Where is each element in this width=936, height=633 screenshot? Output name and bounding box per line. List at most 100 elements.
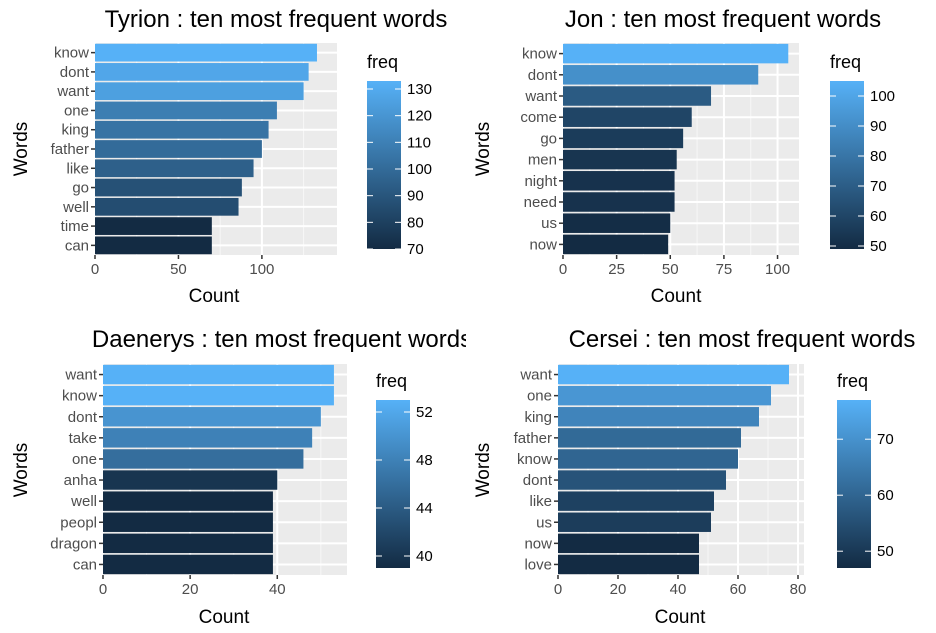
bar-dragon — [103, 533, 273, 554]
y-axis-label: Words — [473, 443, 494, 498]
chart-svg-tyrion: Tyrion : ten most frequent words know dont… — [11, 6, 448, 307]
bar-men — [563, 149, 677, 170]
x-tick-label: 25 — [608, 261, 625, 278]
y-axis-label: Words — [11, 122, 32, 177]
bar-can — [103, 554, 273, 575]
bar-want — [563, 86, 712, 106]
category-label-can: can — [73, 556, 97, 573]
legend-colorbar — [830, 81, 864, 249]
legend-tick-label: 100 — [407, 161, 432, 178]
x-axis-label: Count — [189, 286, 240, 307]
category-label-father: father — [51, 141, 89, 158]
x-tick-label: 0 — [559, 261, 567, 278]
chart-panel-jon: Jon : ten most frequent words know dont wan… — [468, 0, 936, 316]
bar-go — [95, 178, 242, 197]
bar-can — [95, 236, 212, 255]
bar-dont — [558, 470, 726, 490]
category-label-peopl: peopl — [60, 514, 97, 531]
bar-love — [558, 554, 699, 575]
category-label-come: come — [520, 109, 557, 126]
category-label-want: want — [56, 83, 90, 100]
chart-title: Tyrion : ten most frequent words — [105, 6, 448, 33]
bar-like — [558, 491, 714, 511]
bar-dont — [103, 407, 321, 427]
legend-tick-label: 60 — [877, 487, 894, 504]
y-axis-label: Words — [473, 122, 494, 177]
bar-know — [103, 385, 334, 406]
category-label-want: want — [519, 367, 553, 384]
legend-title: freq — [367, 52, 398, 72]
legend-title: freq — [376, 371, 407, 391]
bar-one — [558, 385, 771, 406]
category-label-king: king — [61, 122, 89, 139]
category-label-want: want — [524, 88, 558, 105]
legend-tick-label: 50 — [870, 238, 887, 255]
x-tick-label: 50 — [170, 261, 187, 278]
legend-colorbar — [376, 400, 410, 568]
legend-tick-label: 52 — [416, 404, 433, 421]
legend-tick-label: 100 — [870, 88, 895, 105]
legend-tick-label: 50 — [877, 543, 894, 560]
chart-title: Jon : ten most frequent words — [565, 6, 881, 33]
legend-title: freq — [837, 371, 868, 391]
bar-want — [558, 364, 789, 385]
chart-svg-cersei: Cersei : ten most frequent words want one k… — [473, 326, 916, 628]
category-label-king: king — [524, 409, 552, 426]
chart-svg-daenerys: Daenerys : ten most frequent words want kn… — [11, 326, 466, 628]
category-label-dont: dont — [68, 409, 98, 426]
category-label-us: us — [541, 215, 557, 232]
category-label-can: can — [65, 237, 89, 254]
bar-want — [103, 364, 334, 385]
category-label-us: us — [536, 514, 552, 531]
category-label-now: now — [529, 236, 557, 253]
legend-tick-label: 120 — [407, 108, 432, 125]
x-tick-label: 40 — [670, 581, 687, 598]
bar-us — [563, 213, 671, 233]
bar-night — [563, 171, 675, 191]
bar-father — [558, 428, 741, 448]
x-tick-label: 60 — [730, 581, 747, 598]
x-tick-label: 80 — [790, 581, 807, 598]
category-label-one: one — [64, 102, 89, 119]
bar-well — [95, 197, 239, 216]
chart-title: Daenerys : ten most frequent words — [92, 326, 466, 353]
x-tick-label: 0 — [554, 581, 562, 598]
x-tick-label: 100 — [765, 261, 790, 278]
legend-tick-label: 70 — [870, 178, 887, 195]
legend-tick-label: 70 — [407, 241, 424, 258]
bar-know — [558, 449, 738, 469]
bar-now — [563, 234, 669, 255]
category-label-know: know — [54, 45, 89, 62]
legend-tick-label: 90 — [870, 118, 887, 135]
x-tick-label: 100 — [249, 261, 274, 278]
chart-title: Cersei : ten most frequent words — [569, 326, 916, 353]
bar-want — [95, 82, 304, 101]
bar-like — [95, 159, 254, 178]
category-label-like: like — [529, 493, 552, 510]
category-label-one: one — [72, 451, 97, 468]
x-axis-label: Count — [651, 286, 702, 307]
legend-tick-label: 70 — [877, 431, 894, 448]
category-label-night: night — [524, 173, 557, 190]
bar-know — [563, 43, 789, 64]
legend-tick-label: 130 — [407, 81, 432, 98]
category-label-anha: anha — [64, 472, 98, 489]
category-label-one: one — [527, 388, 552, 405]
x-tick-label: 40 — [269, 581, 286, 598]
bar-know — [95, 43, 317, 62]
bar-time — [95, 217, 212, 235]
bar-one — [103, 449, 304, 469]
category-label-well: well — [62, 199, 89, 216]
bar-anha — [103, 470, 278, 490]
bar-one — [95, 101, 277, 120]
category-label-like: like — [66, 160, 89, 177]
x-tick-label: 75 — [716, 261, 733, 278]
category-label-know: know — [62, 388, 97, 405]
category-label-need: need — [524, 194, 557, 211]
x-tick-label: 20 — [182, 581, 199, 598]
category-label-dont: dont — [528, 67, 558, 84]
chart-panel-daenerys: Daenerys : ten most frequent words want kn… — [0, 318, 466, 633]
x-tick-label: 50 — [662, 261, 679, 278]
category-label-go: go — [540, 130, 557, 147]
x-tick-label: 0 — [99, 581, 107, 598]
